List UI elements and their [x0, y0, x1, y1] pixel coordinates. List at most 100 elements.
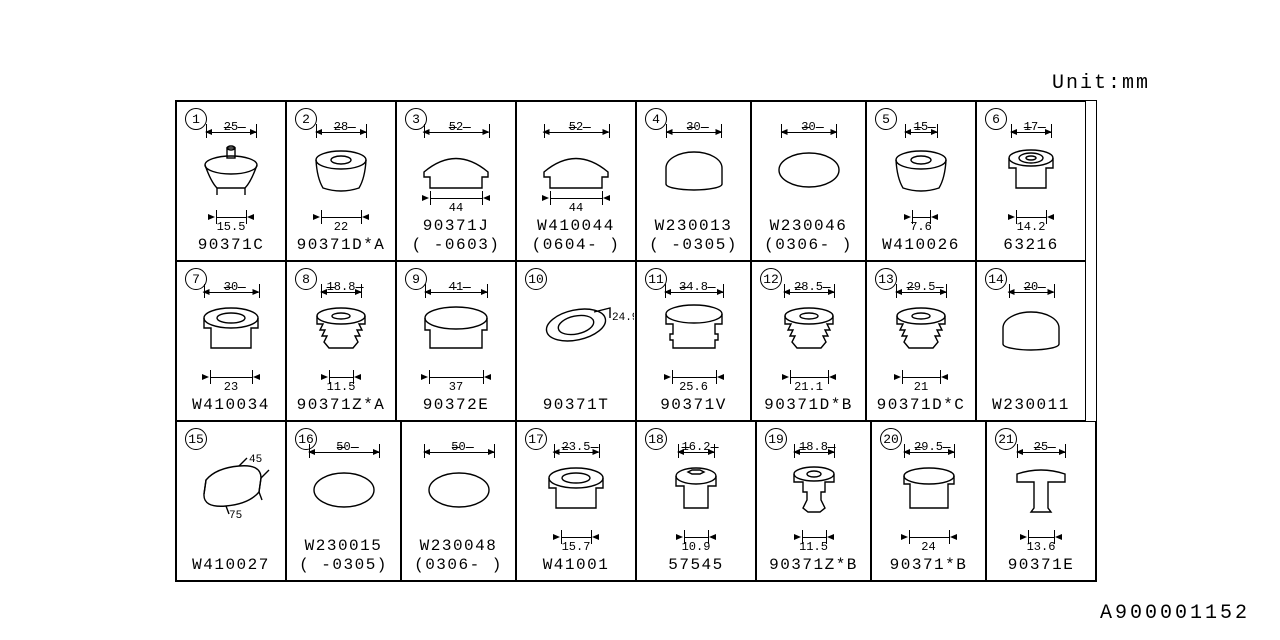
part-cell: 430W230013 ( -0305) — [636, 101, 751, 261]
dimension-bottom: 23 — [224, 380, 238, 394]
part-number: 90371C — [198, 236, 265, 254]
part-number: W41001 — [543, 556, 610, 574]
part-drawing: 157.6 — [867, 102, 975, 236]
part-drawing: 18.811.5 — [287, 262, 395, 396]
dimension-bottom: 37 — [449, 380, 463, 394]
part-cell: 1329.52190371D*C — [866, 261, 976, 421]
part-drawing: 23.515.7 — [517, 422, 635, 556]
part-cell: 1024.990371T — [516, 261, 636, 421]
dimension-line — [672, 377, 716, 378]
part-drawing: 2515.5 — [177, 102, 285, 236]
part-drawing: 30 — [752, 102, 865, 217]
part-cell: 1816.210.957545 — [636, 421, 756, 581]
part-number: W230048 (0306- ) — [414, 537, 503, 574]
part-number: 90371T — [543, 396, 610, 414]
part-number: 90371D*C — [877, 396, 966, 414]
dimension-bottom: 25.6 — [679, 380, 708, 394]
part-cell: 1650W230015 ( -0305) — [286, 421, 401, 581]
dimension-line — [561, 537, 591, 538]
dimension-line — [429, 377, 483, 378]
dimension-line — [1028, 537, 1054, 538]
part-number: W230015 ( -0305) — [299, 537, 388, 574]
dimension-line — [684, 537, 708, 538]
diagram-container: Unit:mm 12515.590371C2282290371D*A352449… — [0, 0, 1280, 640]
part-number: W410034 — [192, 396, 270, 414]
dimension-bottom: 11.5 — [799, 540, 828, 554]
dimension-bottom: 10.9 — [682, 540, 711, 554]
part-cell: 5244W410044 (0604- ) — [516, 101, 636, 261]
dimension-bottom: 13.6 — [1027, 540, 1056, 554]
dimension-bottom: 7.6 — [910, 220, 932, 234]
part-cell: 1420W230011 — [976, 261, 1086, 421]
part-cell: 30W230046 (0306- ) — [751, 101, 866, 261]
part-cell: 2282290371D*A — [286, 101, 396, 261]
part-number: 90371V — [660, 396, 727, 414]
dimension-line — [321, 217, 361, 218]
parts-grid: 12515.590371C2282290371D*A3524490371J ( … — [175, 100, 1097, 582]
part-cell: 1134.825.690371V — [636, 261, 751, 421]
part-number: 90371E — [1008, 556, 1075, 574]
dimension-bottom: 11.5 — [327, 380, 356, 394]
grid-row: 154575W4100271650W230015 ( -0305)50W2300… — [176, 421, 1096, 581]
dimension-bottom: 22 — [334, 220, 348, 234]
reference-number: A900001152 — [1100, 602, 1250, 625]
part-drawing: 30 — [637, 102, 750, 217]
part-drawing: 50 — [287, 422, 400, 537]
part-drawing: 29.524 — [872, 422, 985, 556]
svg-text:75: 75 — [229, 510, 242, 522]
dimension-line — [329, 377, 353, 378]
part-cell: 2029.52490371*B — [871, 421, 986, 581]
part-drawing: 28.521.1 — [752, 262, 865, 396]
dimension-bottom: 15.7 — [562, 540, 591, 554]
part-number: 90371J ( -0603) — [412, 217, 501, 254]
part-cell: 818.811.590371Z*A — [286, 261, 396, 421]
dimension-bottom: 24 — [921, 540, 935, 554]
dimension-bottom: 21 — [914, 380, 928, 394]
part-drawing: 5244 — [517, 102, 635, 217]
part-cell: 61714.263216 — [976, 101, 1086, 261]
part-drawing: 24.9 — [517, 262, 635, 396]
part-cell: 1918.811.590371Z*B — [756, 421, 871, 581]
part-drawing: 4575 — [177, 422, 285, 556]
dimension-line — [550, 198, 602, 199]
part-cell: 212513.690371E — [986, 421, 1096, 581]
part-number: 57545 — [668, 556, 724, 574]
part-drawing: 18.811.5 — [757, 422, 870, 556]
part-cell: 5157.6W410026 — [866, 101, 976, 261]
dimension-bottom: 44 — [569, 201, 583, 215]
dimension-bottom: 44 — [449, 201, 463, 215]
part-number: 90371Z*A — [297, 396, 386, 414]
part-cell: 1723.515.7W41001 — [516, 421, 636, 581]
dimension-line — [210, 377, 252, 378]
dimension-bottom: 15.5 — [217, 220, 246, 234]
dimension-line — [216, 217, 246, 218]
svg-text:24.9: 24.9 — [612, 312, 634, 324]
part-drawing: 3023 — [177, 262, 285, 396]
part-drawing: 34.825.6 — [637, 262, 750, 396]
dimension-bottom: 14.2 — [1017, 220, 1046, 234]
part-number: 63216 — [1003, 236, 1059, 254]
part-cell: 50W230048 (0306- ) — [401, 421, 516, 581]
part-cell: 12515.590371C — [176, 101, 286, 261]
part-number: W230046 (0306- ) — [764, 217, 853, 254]
part-drawing: 4137 — [397, 262, 515, 396]
grid-row: 12515.590371C2282290371D*A3524490371J ( … — [176, 101, 1096, 261]
part-drawing: 29.521 — [867, 262, 975, 396]
dimension-line — [1016, 217, 1046, 218]
part-number: W230013 ( -0305) — [649, 217, 738, 254]
part-drawing: 5244 — [397, 102, 515, 217]
part-drawing: 20 — [977, 262, 1085, 396]
dimension-line — [909, 537, 949, 538]
dimension-line — [912, 217, 930, 218]
part-cell: 73023W410034 — [176, 261, 286, 421]
part-number: W410027 — [192, 556, 270, 574]
grid-row: 73023W410034818.811.590371Z*A9413790372E… — [176, 261, 1096, 421]
part-drawing: 1714.2 — [977, 102, 1085, 236]
part-number: W410026 — [882, 236, 960, 254]
dimension-line — [802, 537, 826, 538]
part-drawing: 16.210.9 — [637, 422, 755, 556]
part-cell: 154575W410027 — [176, 421, 286, 581]
part-cell: 1228.521.190371D*B — [751, 261, 866, 421]
part-number: 90372E — [423, 396, 490, 414]
part-drawing: 2513.6 — [987, 422, 1095, 556]
